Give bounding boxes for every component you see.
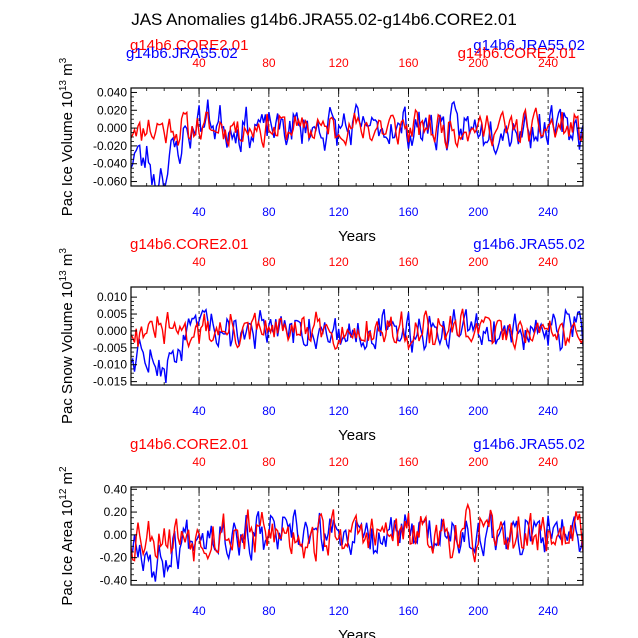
ytick-label: 0.020 [97,103,127,117]
figure-title: JAS Anomalies g14b6.JRA55.02-g14b6.CORE2… [131,10,517,29]
ytick-label: 0.040 [97,85,127,99]
chart-pac-snow-volume: -0.015 -0.010 -0.005 0.000 0.005 0.010 40 40 80 8… [58,236,585,444]
chart-pac-ice-volume: -0.060 -0.040 -0.020 0.000 0.020 0.040 40 40 80 8… [58,37,585,245]
series-line-core [131,502,583,563]
ytick-label: -0.010 [93,358,127,372]
xtick-label-bottom: 160 [398,404,418,418]
panels: -0.060 -0.040 -0.020 0.000 0.020 0.040 40 40 80 8… [58,37,585,638]
xtick-label-bottom: 240 [538,604,558,618]
xtick-label-bottom: 200 [468,604,488,618]
xtick-label-bottom: 40 [192,604,206,618]
ytick-label: 0.010 [97,290,127,304]
xtick-label-bottom: 80 [262,205,276,219]
xtick-label-top: 40 [192,56,206,70]
y-axis-label: Pac Ice Volume 1013 m3 [58,57,76,216]
chart-pac-ice-area: -0.40 -0.20 0.00 0.20 0.40 40 40 80 80 120 120 160 1… [58,436,585,638]
x-axis-label: Years [338,427,376,444]
xtick-label-top: 40 [192,455,206,469]
ytick-label: 0.40 [104,482,128,496]
xtick-label-top: 120 [329,455,349,469]
xtick-label-bottom: 80 [262,604,276,618]
xtick-label-top: 160 [398,255,418,269]
xtick-label-top: 160 [398,56,418,70]
xtick-label-top: 80 [262,56,276,70]
ytick-label: 0.00 [104,528,128,542]
xtick-label-bottom: 120 [329,205,349,219]
ytick-label: 0.000 [97,324,127,338]
series-label-jra: g14b6.JRA55.02 [473,37,585,54]
xtick-label-bottom: 40 [192,205,206,219]
xtick-label-top: 240 [538,56,558,70]
ytick-label: -0.20 [100,551,128,565]
series-label-jra-overlap: g14b6.JRA55.02 [126,45,238,62]
series-label-core: g14b6.CORE2.01 [130,436,248,453]
plot-frame [130,486,584,586]
xtick-label-bottom: 200 [468,205,488,219]
x-axis-label: Years [338,627,376,638]
series-label-core: g14b6.CORE2.01 [130,37,248,54]
xtick-label-top: 240 [538,255,558,269]
series-line-jra [131,99,583,186]
y-axis-label: Pac Snow Volume 1013 m3 [58,248,76,424]
ytick-label: 0.005 [97,307,127,321]
xtick-label-top: 200 [468,56,488,70]
ytick-label: -0.040 [93,157,127,171]
ytick-label: -0.40 [100,573,128,587]
series-label-jra: g14b6.JRA55.02 [473,236,585,253]
xtick-label-top: 80 [262,455,276,469]
xtick-label-bottom: 160 [398,604,418,618]
xtick-label-top: 80 [262,255,276,269]
series-label-jra: g14b6.JRA55.02 [473,436,585,453]
xtick-label-top: 120 [329,56,349,70]
ytick-label: 0.000 [97,121,127,135]
xtick-label-bottom: 240 [538,205,558,219]
xtick-label-bottom: 200 [468,404,488,418]
series-line-core [131,107,583,149]
ytick-label: -0.020 [93,139,127,153]
series-label-core: g14b6.CORE2.01 [130,236,248,253]
xtick-label-top: 200 [468,255,488,269]
ytick-label: -0.015 [93,375,127,389]
ytick-label: 0.20 [104,505,128,519]
xtick-label-top: 40 [192,255,206,269]
series-label-core-overlap: g14b6.CORE2.01 [458,45,576,62]
xtick-label-bottom: 120 [329,604,349,618]
xtick-label-bottom: 120 [329,404,349,418]
xtick-label-bottom: 160 [398,205,418,219]
xtick-label-bottom: 40 [192,404,206,418]
xtick-label-top: 160 [398,455,418,469]
x-axis-label: Years [338,228,376,245]
plot-frame [130,286,584,386]
y-axis-label: Pac Ice Area 1012 m2 [58,466,76,606]
xtick-label-top: 120 [329,255,349,269]
ytick-label: -0.005 [93,341,127,355]
series-line-core [131,308,583,352]
xtick-label-top: 240 [538,455,558,469]
xtick-label-top: 200 [468,455,488,469]
ytick-label: -0.060 [93,175,127,189]
xtick-label-bottom: 240 [538,404,558,418]
xtick-label-bottom: 80 [262,404,276,418]
